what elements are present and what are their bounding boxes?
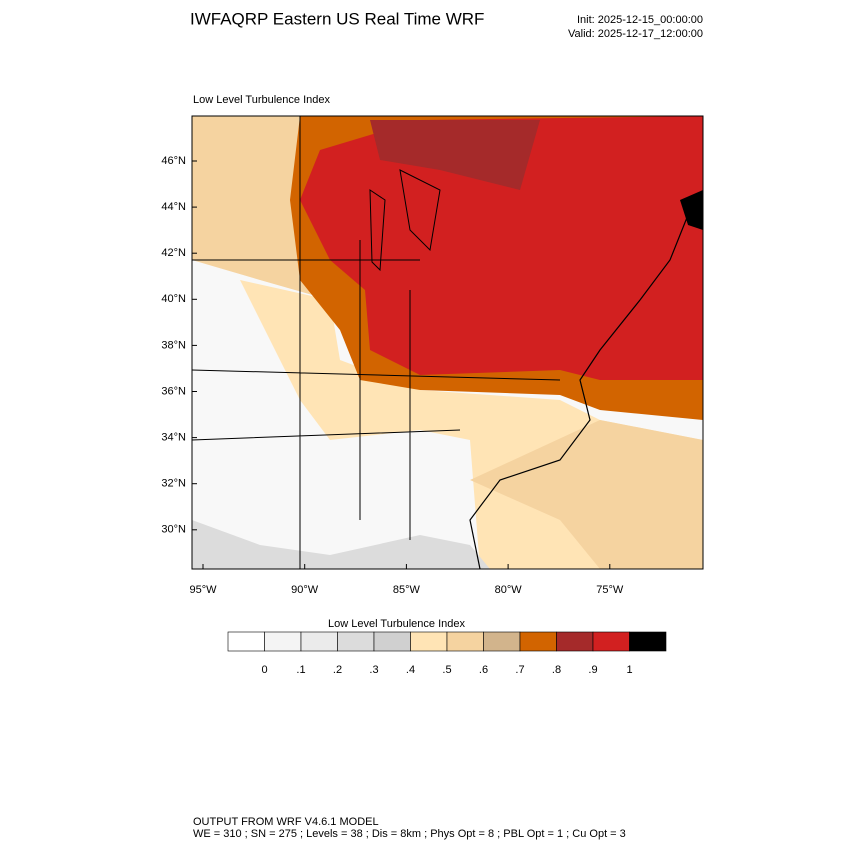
lat-label: 46°N [161, 155, 186, 167]
colorbar-label: .1 [296, 664, 305, 676]
lat-label: 34°N [161, 432, 186, 444]
colorbar-label: .8 [552, 664, 561, 676]
colorbar-label: 1 [626, 664, 632, 676]
gulf [192, 520, 490, 569]
colorbar-label: .7 [515, 664, 524, 676]
map-title: Low Level Turbulence Index [193, 94, 330, 106]
field-brown [370, 120, 540, 190]
field-ocean [470, 420, 703, 569]
page-title: IWFAQRP Eastern US Real Time WRF [190, 9, 484, 28]
colorbar-label: .6 [479, 664, 488, 676]
field-black [680, 190, 703, 230]
colorbar-box [592, 631, 630, 652]
colorbar-box [337, 631, 375, 652]
field-red [300, 116, 703, 380]
lon-label: 90°W [291, 584, 319, 596]
colorbar-box [446, 631, 484, 652]
colorbar-box [483, 631, 521, 652]
colorbar-label: .5 [442, 664, 451, 676]
colorbar-label: .3 [369, 664, 378, 676]
colorbar-box [373, 631, 411, 652]
footer-line: OUTPUT FROM WRF V4.6.1 MODEL [193, 816, 379, 828]
great-lakes [369, 169, 441, 272]
lat-label: 42°N [161, 247, 186, 259]
lon-label: 75°W [596, 584, 624, 596]
map-frame [191, 115, 704, 570]
state-lines [192, 116, 561, 569]
lon-label: 85°W [393, 584, 421, 596]
colorbar-title: Low Level Turbulence Index [328, 618, 465, 630]
colorbar-box [300, 631, 338, 652]
colorbar-box [410, 631, 448, 652]
coastline [469, 209, 691, 569]
colorbar-label: 0 [261, 664, 267, 676]
lat-label: 38°N [161, 339, 186, 351]
lon-label: 80°W [495, 584, 523, 596]
lat-label: 32°N [161, 478, 186, 490]
footer-line: WE = 310 ; SN = 275 ; Levels = 38 ; Dis … [193, 828, 626, 840]
colorbar-box [556, 631, 594, 652]
lat-label: 30°N [161, 524, 186, 536]
colorbar-label: .2 [333, 664, 342, 676]
lat-label: 40°N [161, 293, 186, 305]
lon-label: 95°W [189, 584, 217, 596]
colorbar-box [227, 631, 265, 652]
colorbar-box [264, 631, 302, 652]
map [191, 115, 704, 570]
colorbar-label: .4 [406, 664, 415, 676]
lat-label: 44°N [161, 201, 186, 213]
valid-time: Valid: 2025-12-17_12:00:00 [568, 28, 703, 40]
colorbar-label: .9 [588, 664, 597, 676]
lat-label: 36°N [161, 385, 186, 397]
colorbar-box [519, 631, 557, 652]
colorbar-box [629, 631, 667, 652]
init-time: Init: 2025-12-15_00:00:00 [577, 14, 703, 26]
